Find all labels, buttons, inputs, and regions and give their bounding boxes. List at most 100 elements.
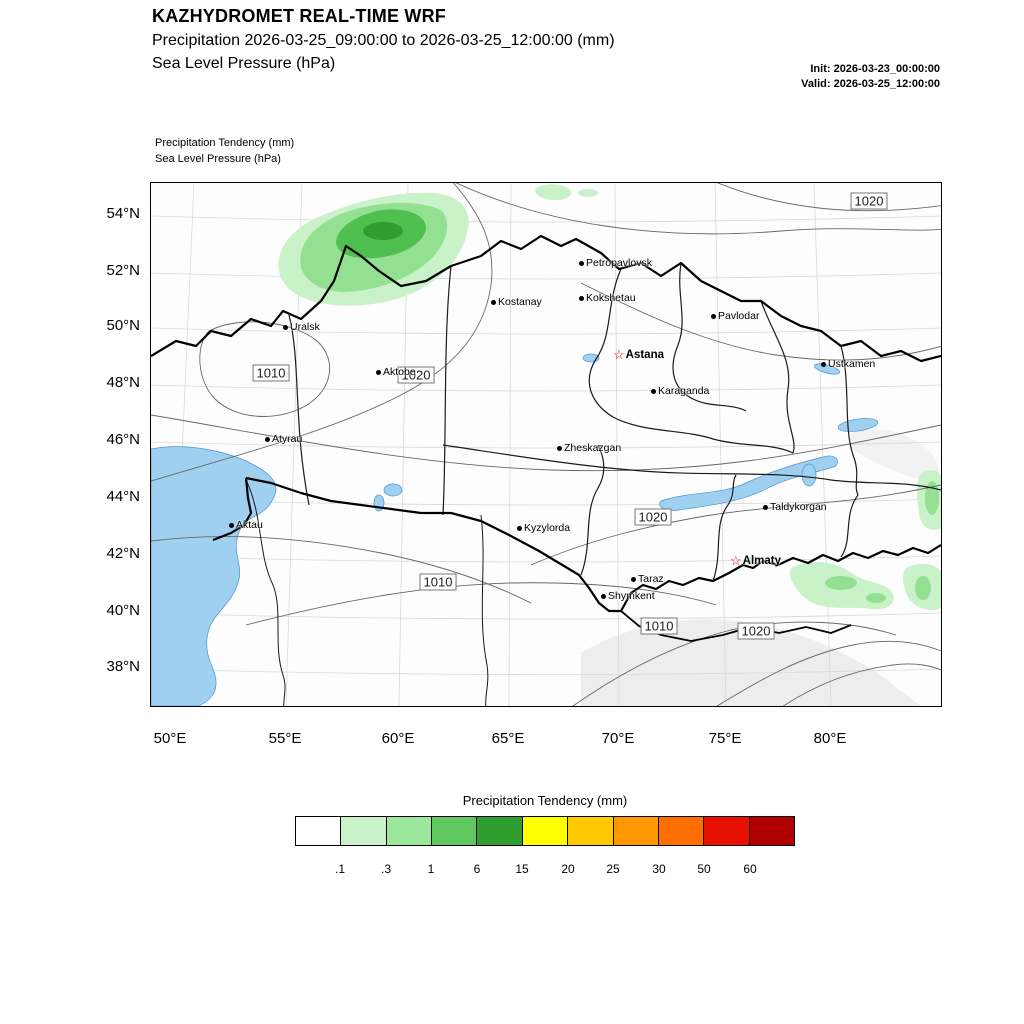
colorbar-tick: 60 xyxy=(743,862,757,876)
city-ustkamen: Ustkamen xyxy=(821,358,875,370)
colorbar-tick: .3 xyxy=(380,862,392,876)
city-dot-icon xyxy=(579,295,584,301)
city-shymkent: Shymkent xyxy=(601,590,655,602)
lon-tick-65e: 65°E xyxy=(491,730,525,747)
lat-tick-52n: 52°N xyxy=(106,262,140,279)
colorbar-cell xyxy=(385,816,433,846)
city-label: Petropavlovsk xyxy=(586,257,652,269)
city-petropavlovsk: Petropavlovsk xyxy=(579,257,652,269)
city-label: Aktobe xyxy=(383,366,416,378)
colorbar xyxy=(295,816,795,846)
aral-remnant xyxy=(383,483,403,497)
lake-balkhash xyxy=(659,455,838,511)
city-dot-icon xyxy=(651,388,656,394)
lon-tick-70e: 70°E xyxy=(601,730,635,747)
city-label: Shymkent xyxy=(608,590,655,602)
city-pavlodar: Pavlodar xyxy=(711,310,759,322)
lat-tick-54n: 54°N xyxy=(106,205,140,222)
map-graphics xyxy=(151,183,941,706)
capital-star-icon: ☆ xyxy=(730,553,742,568)
city-dot-icon xyxy=(711,313,716,319)
lon-tick-75e: 75°E xyxy=(708,730,742,747)
city-zheskazgan: Zheskazgan xyxy=(557,442,621,454)
legend-slp: Sea Level Pressure (hPa) xyxy=(155,153,281,165)
pressure-label-1010: 1010 xyxy=(640,617,678,635)
lat-tick-40n: 40°N xyxy=(106,602,140,619)
colorbar-tick: 25 xyxy=(606,862,620,876)
reservoir xyxy=(814,363,840,375)
colorbar-cell xyxy=(340,816,387,846)
colorbar-cell xyxy=(295,816,342,846)
city-uralsk: Uralsk xyxy=(283,321,320,333)
colorbar-tick: 1 xyxy=(427,862,435,876)
pressure-label-1020: 1020 xyxy=(397,366,435,384)
lon-tick-80e: 80°E xyxy=(813,730,847,747)
colorbar-tick: .1 xyxy=(334,862,346,876)
city-kyzylorda: Kyzylorda xyxy=(517,522,570,534)
city-aktau: Aktau xyxy=(229,519,263,531)
city-dot-icon xyxy=(557,445,562,451)
city-label: Kyzylorda xyxy=(524,522,571,534)
colorbar-ticks: .1 .3 1 6 15 20 25 30 50 60 xyxy=(295,862,795,878)
city-dot-icon xyxy=(821,361,826,367)
colorbar-cell xyxy=(567,816,614,846)
city-label: Taldykorgan xyxy=(770,501,827,513)
map-canvas: Petropavlovsk Kostanay Kokshetau Pavloda… xyxy=(150,182,942,707)
city-dot-icon xyxy=(491,299,496,305)
init-time: Init: 2026-03-23_00:00:00 xyxy=(810,63,940,75)
pressure-label-1010: 1010 xyxy=(252,364,290,382)
colorbar-tick: 6 xyxy=(473,862,481,876)
colorbar-cell xyxy=(657,816,705,846)
lon-tick-50e: 50°E xyxy=(153,730,187,747)
city-label: Atyrau xyxy=(272,433,303,445)
city-dot-icon xyxy=(229,522,234,528)
city-label: Uralsk xyxy=(290,321,320,333)
capital-almaty: ☆ Almaty xyxy=(730,553,782,568)
pressure-label-1010: 1010 xyxy=(419,573,457,591)
caspian-sea xyxy=(151,446,277,706)
city-label: Pavlodar xyxy=(718,310,760,322)
colorbar-tick: 15 xyxy=(515,862,529,876)
pressure-label-1020: 1020 xyxy=(850,192,888,210)
pressure-label-1020: 1020 xyxy=(737,622,775,640)
lon-tick-60e: 60°E xyxy=(381,730,415,747)
lat-tick-38n: 38°N xyxy=(106,658,140,675)
lat-tick-46n: 46°N xyxy=(106,431,140,448)
city-taldykorgan: Taldykorgan xyxy=(763,501,827,513)
lake-alakol xyxy=(801,463,817,487)
city-dot-icon xyxy=(601,593,606,599)
city-label: Ustkamen xyxy=(828,358,876,370)
pressure-label-1020: 1020 xyxy=(634,508,672,526)
capital-astana: ☆ Astana xyxy=(613,347,664,362)
legend-precip: Precipitation Tendency (mm) xyxy=(155,137,295,149)
city-aktobe: Aktobe xyxy=(376,366,416,378)
colorbar-cell xyxy=(521,816,569,846)
city-atyrau: Atyrau xyxy=(265,433,302,445)
city-dot-icon xyxy=(579,260,584,266)
colorbar-cell xyxy=(612,816,659,846)
city-kostanay: Kostanay xyxy=(491,296,542,308)
city-dot-icon xyxy=(283,324,288,330)
city-dot-icon xyxy=(376,369,381,375)
colorbar-tick: 20 xyxy=(561,862,575,876)
colorbar-title: Precipitation Tendency (mm) xyxy=(462,793,628,808)
header: KAZHYDROMET REAL-TIME WRF Precipitation … xyxy=(152,6,615,73)
colorbar-cell xyxy=(748,816,795,846)
colorbar-cell xyxy=(431,816,478,846)
colorbar-cell xyxy=(476,816,523,846)
valid-time: Valid: 2026-03-25_12:00:00 xyxy=(801,78,940,90)
city-taraz: Taraz xyxy=(631,573,664,585)
lat-tick-42n: 42°N xyxy=(106,545,140,562)
capital-star-icon: ☆ xyxy=(613,347,625,362)
city-dot-icon xyxy=(517,525,522,531)
city-label: Karaganda xyxy=(658,385,710,397)
city-label: Aktau xyxy=(236,519,263,531)
precipitation-period-line: Precipitation 2026-03-25_09:00:00 to 202… xyxy=(152,32,615,49)
colorbar-cell xyxy=(703,816,750,846)
city-label: Zheskazgan xyxy=(564,442,622,454)
lat-tick-44n: 44°N xyxy=(106,488,140,505)
region-borders xyxy=(245,262,941,706)
city-label: Taraz xyxy=(638,573,664,585)
capital-label: Almaty xyxy=(742,555,782,567)
